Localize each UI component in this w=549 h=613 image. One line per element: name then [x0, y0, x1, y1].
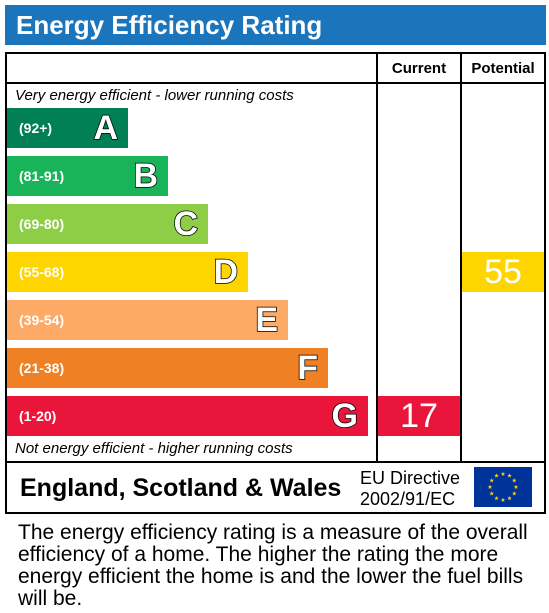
eu-star-icon — [494, 473, 499, 478]
band-letter-label: D — [213, 252, 239, 292]
eu-directive: EU Directive 2002/91/EC — [360, 468, 460, 510]
eu-star-icon — [500, 471, 506, 476]
band-b: (81-91) B — [7, 156, 168, 196]
band-d: (55-68) D — [7, 252, 248, 292]
band-range-label: (55-68) — [19, 264, 65, 280]
potential-rating-value: 55 — [484, 253, 522, 291]
band-letter-label: F — [296, 348, 318, 388]
region-label: England, Scotland & Wales — [20, 474, 342, 502]
potential-column-header: Potential — [471, 60, 535, 77]
description: The energy efficiency rating is a measur… — [18, 521, 528, 610]
current-column-divider — [376, 54, 378, 462]
band-range-label: (92+) — [19, 120, 53, 136]
eu-star-icon — [507, 473, 512, 478]
potential-column-divider — [460, 54, 462, 462]
rating-table — [5, 52, 546, 514]
band-letter-label: C — [173, 204, 199, 244]
directive-line-1: EU Directive — [360, 468, 461, 488]
eu-star-icon — [511, 478, 517, 483]
band-letter-label: B — [133, 156, 159, 196]
bottom-note: Not energy efficient - higher running co… — [15, 440, 293, 457]
footer-row-divider — [7, 461, 544, 463]
band-c: (69-80) C — [7, 204, 208, 244]
current-column-header: Current — [391, 60, 447, 77]
band-e: (39-54) E — [7, 300, 288, 340]
eu-flag-icon — [474, 467, 532, 507]
current-rating-marker: 17 — [378, 396, 460, 436]
header-row-divider — [7, 82, 544, 84]
band-g: (1-20) G — [7, 396, 368, 436]
band-range-label: (1-20) — [19, 408, 57, 424]
band-f: (21-38) F — [7, 348, 328, 388]
band-letter-label: E — [255, 300, 279, 340]
band-range-label: (81-91) — [19, 168, 65, 184]
eu-star-icon — [489, 478, 495, 483]
eu-star-icon — [500, 497, 506, 502]
band-letter-label: G — [331, 396, 359, 436]
eu-star-icon — [489, 491, 495, 496]
top-note: Very energy efficient - lower running co… — [15, 87, 294, 104]
potential-rating-marker: 55 — [462, 252, 544, 292]
band-a: (92+) A — [7, 108, 128, 148]
eu-star-icon — [494, 495, 499, 501]
directive-line-2: 2002/91/EC — [360, 489, 456, 509]
current-rating-value: 17 — [400, 397, 438, 435]
eu-star-icon — [487, 484, 493, 489]
band-range-label: (39-54) — [19, 312, 65, 328]
band-letter-label: A — [93, 108, 119, 148]
eu-star-icon — [513, 484, 519, 489]
band-range-label: (69-80) — [19, 216, 65, 232]
chart-title: Energy Efficiency Rating — [5, 5, 546, 45]
eu-star-icon — [507, 495, 512, 501]
eu-star-icon — [511, 491, 517, 496]
band-range-label: (21-38) — [19, 360, 65, 376]
